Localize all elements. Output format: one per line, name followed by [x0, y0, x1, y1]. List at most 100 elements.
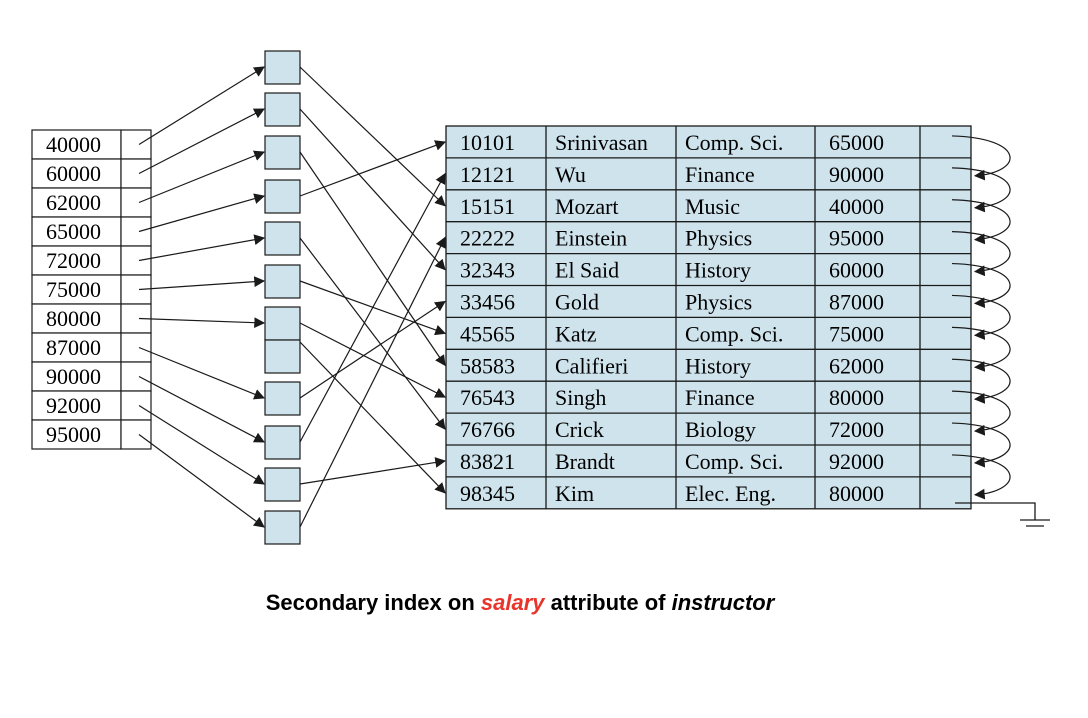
index-pointer-cell	[120, 158, 152, 189]
table-cell-id: 12121	[460, 162, 515, 187]
instructor-file: 10101 Srinivasan Comp. Sci. 65000 12121 Wu Fin…	[445, 125, 972, 510]
table-cell-salary: 60000	[829, 258, 884, 283]
index-key: 65000	[46, 219, 101, 244]
table-cell-dept: Finance	[685, 162, 755, 187]
index-to-bucket-arrow	[138, 317, 266, 329]
bucket-cell	[264, 50, 301, 85]
bucket-to-record-arrow	[299, 237, 446, 430]
bucket-to-record-arrow	[299, 108, 446, 271]
index-to-bucket-arrow	[138, 108, 265, 175]
index-to-bucket-arrow	[138, 375, 265, 443]
table-cell-id: 33456	[460, 290, 515, 315]
index-to-bucket-arrow	[138, 346, 266, 400]
diagram-caption: Secondary index on salary attribute of i…	[0, 590, 1040, 616]
index-key: 90000	[46, 364, 101, 389]
bucket-to-record-arrow	[299, 322, 446, 398]
table-cell-id: 45565	[460, 321, 515, 346]
bucket-cell	[264, 467, 301, 502]
table-cell-name: El Said	[555, 258, 619, 283]
table-cell-id: 98345	[460, 481, 515, 506]
table-cell-salary: 80000	[829, 385, 884, 410]
index-pointer-cell	[120, 245, 152, 276]
table-cell-dept: Comp. Sci.	[685, 449, 783, 474]
table-cell-salary: 92000	[829, 449, 884, 474]
index-key: 72000	[46, 248, 101, 273]
table-cell-name: Einstein	[555, 226, 627, 251]
caption-highlight: salary	[480, 590, 545, 615]
bucket-cell	[264, 264, 301, 299]
index-file: 40000 60000 62000 65000 72000 75000 80000 87000…	[31, 129, 152, 450]
next-record-pointer	[951, 454, 1011, 500]
table-cell-name: Srinivasan	[555, 130, 648, 155]
index-key-cell	[31, 158, 122, 189]
bucket-to-record-arrow	[299, 300, 446, 399]
table-cell-name: Mozart	[555, 194, 619, 219]
table-cell-dept: Comp. Sci.	[685, 130, 783, 155]
index-to-bucket-arrow	[138, 66, 265, 146]
bucket-cell	[264, 306, 301, 341]
index-key-cell	[31, 216, 122, 247]
table-cell-salary: 90000	[829, 162, 884, 187]
bucket-cell	[264, 179, 301, 214]
index-key: 40000	[46, 132, 101, 157]
index-key: 60000	[46, 161, 101, 186]
table-cell-salary: 40000	[829, 194, 884, 219]
table-cell-salary: 65000	[829, 130, 884, 155]
table-cell-id: 22222	[460, 226, 515, 251]
bucket-cell	[264, 510, 301, 545]
table-cell-name: Kim	[555, 481, 594, 506]
index-key: 95000	[46, 422, 101, 447]
table-cell-name: Califieri	[555, 353, 628, 378]
table-cell-dept: Physics	[685, 226, 752, 251]
index-to-bucket-arrow	[138, 276, 266, 291]
index-to-bucket-arrow	[138, 150, 266, 204]
bucket-to-record-arrow	[299, 140, 447, 197]
table-cell-dept: Comp. Sci.	[685, 321, 783, 346]
index-pointer-cell	[120, 390, 152, 421]
bucket-cell	[264, 135, 301, 170]
bucket-to-record-arrow	[299, 236, 446, 528]
pointer-arrows	[138, 66, 1011, 528]
table-cell-salary: 95000	[829, 226, 884, 251]
index-pointer-cell	[120, 419, 152, 450]
bucket-cell	[264, 425, 301, 460]
bucket-cell	[264, 92, 301, 127]
table-cell-dept: Biology	[685, 417, 756, 442]
index-pointer-cell	[120, 361, 152, 392]
table-cell-dept: History	[685, 258, 751, 283]
table-cell-dept: Physics	[685, 290, 752, 315]
index-to-bucket-arrow	[138, 193, 266, 233]
caption-middle: attribute of	[544, 590, 672, 615]
index-to-bucket-arrow	[138, 434, 265, 528]
table-cell-dept: Finance	[685, 385, 755, 410]
table-cell-salary: 72000	[829, 417, 884, 442]
index-key: 62000	[46, 190, 101, 215]
table-cell-id: 83821	[460, 449, 515, 474]
caption-prefix: Secondary index on	[265, 590, 481, 615]
table-cell-name: Singh	[555, 385, 606, 410]
bucket-to-record-arrow	[299, 172, 446, 443]
table-cell-salary: 87000	[829, 290, 884, 315]
table-cell-dept: Music	[685, 194, 740, 219]
index-key-cell	[31, 419, 122, 450]
index-key-cell	[31, 274, 122, 305]
pointer-buckets	[264, 50, 301, 545]
index-pointer-cell	[120, 129, 152, 160]
index-pointer-cell	[120, 216, 152, 247]
bucket-cell	[264, 221, 301, 256]
index-key: 75000	[46, 277, 101, 302]
index-key: 87000	[46, 335, 101, 360]
index-key-cell	[31, 245, 122, 276]
table-cell-dept: History	[685, 353, 751, 378]
table-cell-id: 10101	[460, 130, 515, 155]
table-cell-id: 15151	[460, 194, 515, 219]
table-cell-id: 76766	[460, 417, 515, 442]
bucket-to-record-arrow	[299, 341, 446, 494]
bucket-to-record-arrow	[299, 66, 446, 207]
table-cell-name: Wu	[555, 162, 586, 187]
index-key: 92000	[46, 393, 101, 418]
index-key-cell	[31, 129, 122, 160]
table-cell-name: Brandt	[555, 449, 615, 474]
index-to-bucket-arrow	[138, 234, 266, 262]
